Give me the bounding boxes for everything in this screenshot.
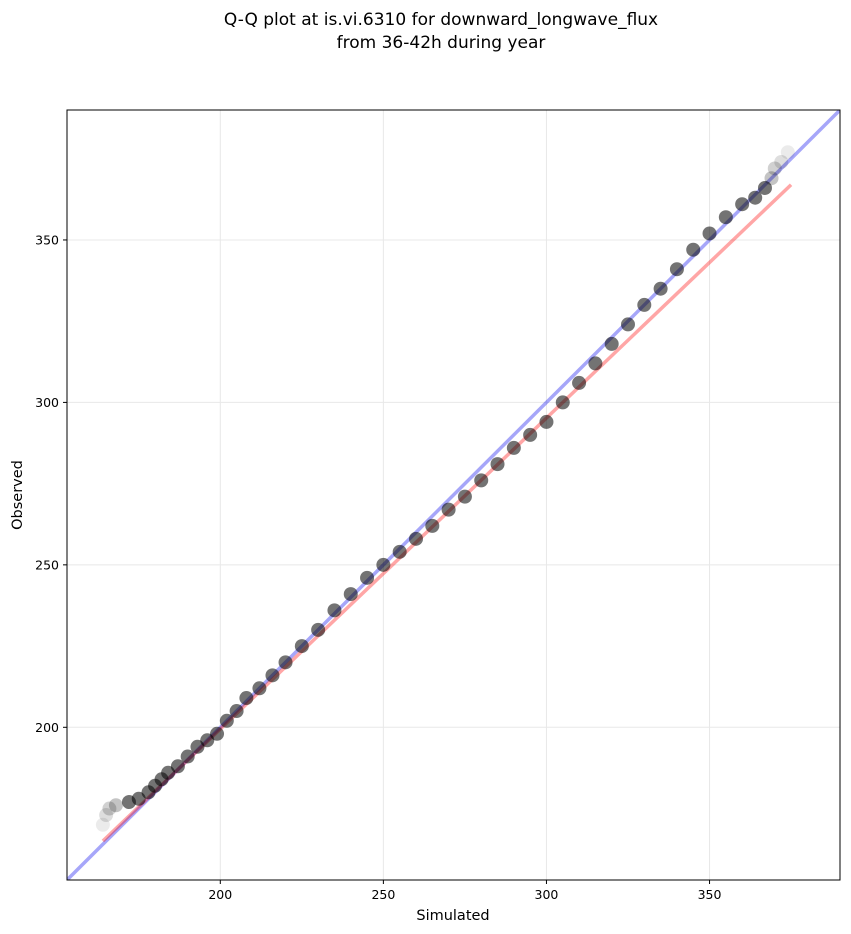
qq-point bbox=[653, 281, 668, 296]
qq-point bbox=[539, 414, 554, 429]
qq-point bbox=[523, 427, 538, 442]
qq-point bbox=[278, 655, 293, 670]
qq-point bbox=[108, 798, 123, 813]
qq-point bbox=[219, 713, 234, 728]
qq-point bbox=[757, 180, 772, 195]
qq-point bbox=[425, 518, 440, 533]
qq-point bbox=[360, 570, 375, 585]
qq-point bbox=[620, 317, 635, 332]
y-tick-label: 250 bbox=[35, 557, 59, 572]
y-tick-label: 350 bbox=[35, 232, 59, 247]
chart-title-line1: Q-Q plot at is.vi.6310 for downward_long… bbox=[224, 10, 658, 30]
x-axis-label: Simulated bbox=[416, 908, 489, 924]
y-tick-label: 200 bbox=[35, 720, 59, 735]
qq-point bbox=[441, 502, 456, 517]
qq-point bbox=[343, 587, 358, 602]
qq-point bbox=[780, 145, 795, 160]
qq-point bbox=[392, 544, 407, 559]
qq-point bbox=[669, 262, 684, 277]
qq-point bbox=[408, 531, 423, 546]
qq-point bbox=[229, 704, 244, 719]
chart-title-line2: from 36-42h during year bbox=[337, 33, 546, 53]
qq-point bbox=[99, 808, 114, 823]
scatter-points bbox=[95, 145, 795, 832]
qq-point bbox=[774, 154, 789, 169]
qq-point bbox=[327, 603, 342, 618]
qq-point bbox=[637, 297, 652, 312]
qq-point bbox=[294, 639, 309, 654]
qq-point bbox=[376, 557, 391, 572]
x-tick-label: 300 bbox=[535, 887, 559, 902]
qq-point bbox=[457, 489, 472, 504]
qq-point bbox=[764, 171, 779, 186]
qq-point bbox=[572, 375, 587, 390]
x-tick-label: 250 bbox=[371, 887, 395, 902]
y-axis-label: Observed bbox=[10, 460, 26, 530]
qq-point bbox=[490, 457, 505, 472]
qq-point bbox=[718, 210, 733, 225]
qq-point bbox=[311, 622, 326, 637]
plot-frame bbox=[66, 109, 841, 881]
x-tick-label: 350 bbox=[698, 887, 722, 902]
qq-point bbox=[210, 726, 225, 741]
qq-point bbox=[735, 197, 750, 212]
qq-point bbox=[252, 681, 267, 696]
x-tick-label: 200 bbox=[208, 887, 232, 902]
qq-point bbox=[686, 242, 701, 257]
qq-point bbox=[555, 395, 570, 410]
qq-point bbox=[748, 190, 763, 205]
qq-point bbox=[588, 356, 603, 371]
qq-point bbox=[767, 161, 782, 176]
qq-point bbox=[170, 759, 185, 774]
qq-point bbox=[265, 668, 280, 683]
qq-point bbox=[506, 440, 521, 455]
qq-point bbox=[702, 226, 717, 241]
qq-point bbox=[604, 336, 619, 351]
x-ticks: 200 250 300 350 bbox=[208, 880, 722, 902]
qq-point bbox=[239, 691, 254, 706]
y-ticks: 200 250 300 350 bbox=[35, 232, 67, 735]
qq-point bbox=[474, 473, 489, 488]
y-tick-label: 300 bbox=[35, 395, 59, 410]
qq-point bbox=[95, 817, 110, 832]
qq-point bbox=[180, 749, 195, 764]
qq-point bbox=[102, 801, 117, 816]
